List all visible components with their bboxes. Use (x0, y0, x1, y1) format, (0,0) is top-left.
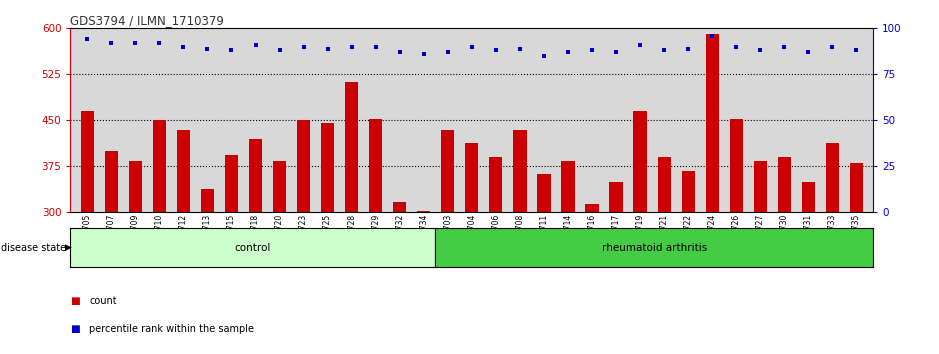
Bar (153, 120, 166, 212)
Bar (802, 182, 815, 212)
Bar (657, 157, 670, 212)
Text: percentile rank within the sample: percentile rank within the sample (89, 324, 254, 334)
Bar (321, 124, 334, 212)
Point (753, 47, 768, 53)
Point (633, 42, 648, 48)
Point (704, 33, 719, 39)
Bar (609, 182, 623, 212)
Bar (201, 189, 214, 212)
Point (536, 53, 551, 59)
Bar (777, 157, 791, 212)
Point (561, 50, 576, 55)
Bar (682, 171, 695, 212)
Text: disease state: disease state (1, 243, 66, 253)
Bar (825, 143, 839, 212)
Point (801, 50, 816, 55)
Text: GDS3794 / ILMN_1710379: GDS3794 / ILMN_1710379 (70, 14, 224, 27)
Point (656, 47, 671, 53)
Bar (345, 82, 359, 212)
Bar (177, 130, 190, 212)
Point (296, 44, 311, 50)
Point (608, 50, 623, 55)
Bar (369, 119, 382, 212)
Bar (441, 130, 454, 212)
Point (80, 36, 95, 42)
Bar (634, 111, 647, 212)
Point (681, 46, 696, 51)
Bar (81, 111, 94, 212)
Text: control: control (235, 243, 271, 253)
Point (729, 44, 744, 50)
Point (128, 40, 143, 46)
Point (104, 40, 119, 46)
Point (368, 44, 383, 50)
Text: ■: ■ (70, 296, 80, 306)
Point (440, 50, 455, 55)
Point (272, 47, 287, 53)
Point (320, 46, 335, 51)
Point (345, 44, 360, 50)
Bar (585, 204, 599, 212)
Bar (705, 34, 719, 212)
Text: count: count (89, 296, 116, 306)
Point (849, 47, 864, 53)
Bar (537, 175, 550, 212)
Point (465, 44, 480, 50)
Point (824, 44, 839, 50)
Bar (129, 161, 142, 212)
Point (488, 47, 503, 53)
Bar (417, 211, 430, 212)
Bar (249, 139, 262, 212)
Bar (489, 157, 502, 212)
Bar (514, 130, 527, 212)
Bar (297, 120, 310, 212)
Point (584, 47, 599, 53)
Point (200, 46, 215, 51)
Text: rheumatoid arthritis: rheumatoid arthritis (602, 243, 707, 253)
Point (513, 46, 528, 51)
Point (224, 47, 239, 53)
Point (777, 44, 792, 50)
Point (176, 44, 191, 50)
Text: ■: ■ (70, 324, 80, 334)
Bar (730, 119, 743, 212)
Point (393, 50, 408, 55)
Bar (850, 163, 863, 212)
Bar (465, 143, 479, 212)
Point (248, 42, 263, 48)
Bar (754, 161, 767, 212)
Bar (273, 161, 286, 212)
Point (152, 40, 167, 46)
Bar (104, 151, 118, 212)
Bar (224, 155, 239, 212)
Point (416, 51, 431, 57)
Bar (393, 202, 407, 212)
Text: ▶: ▶ (65, 243, 71, 252)
Bar (562, 161, 575, 212)
